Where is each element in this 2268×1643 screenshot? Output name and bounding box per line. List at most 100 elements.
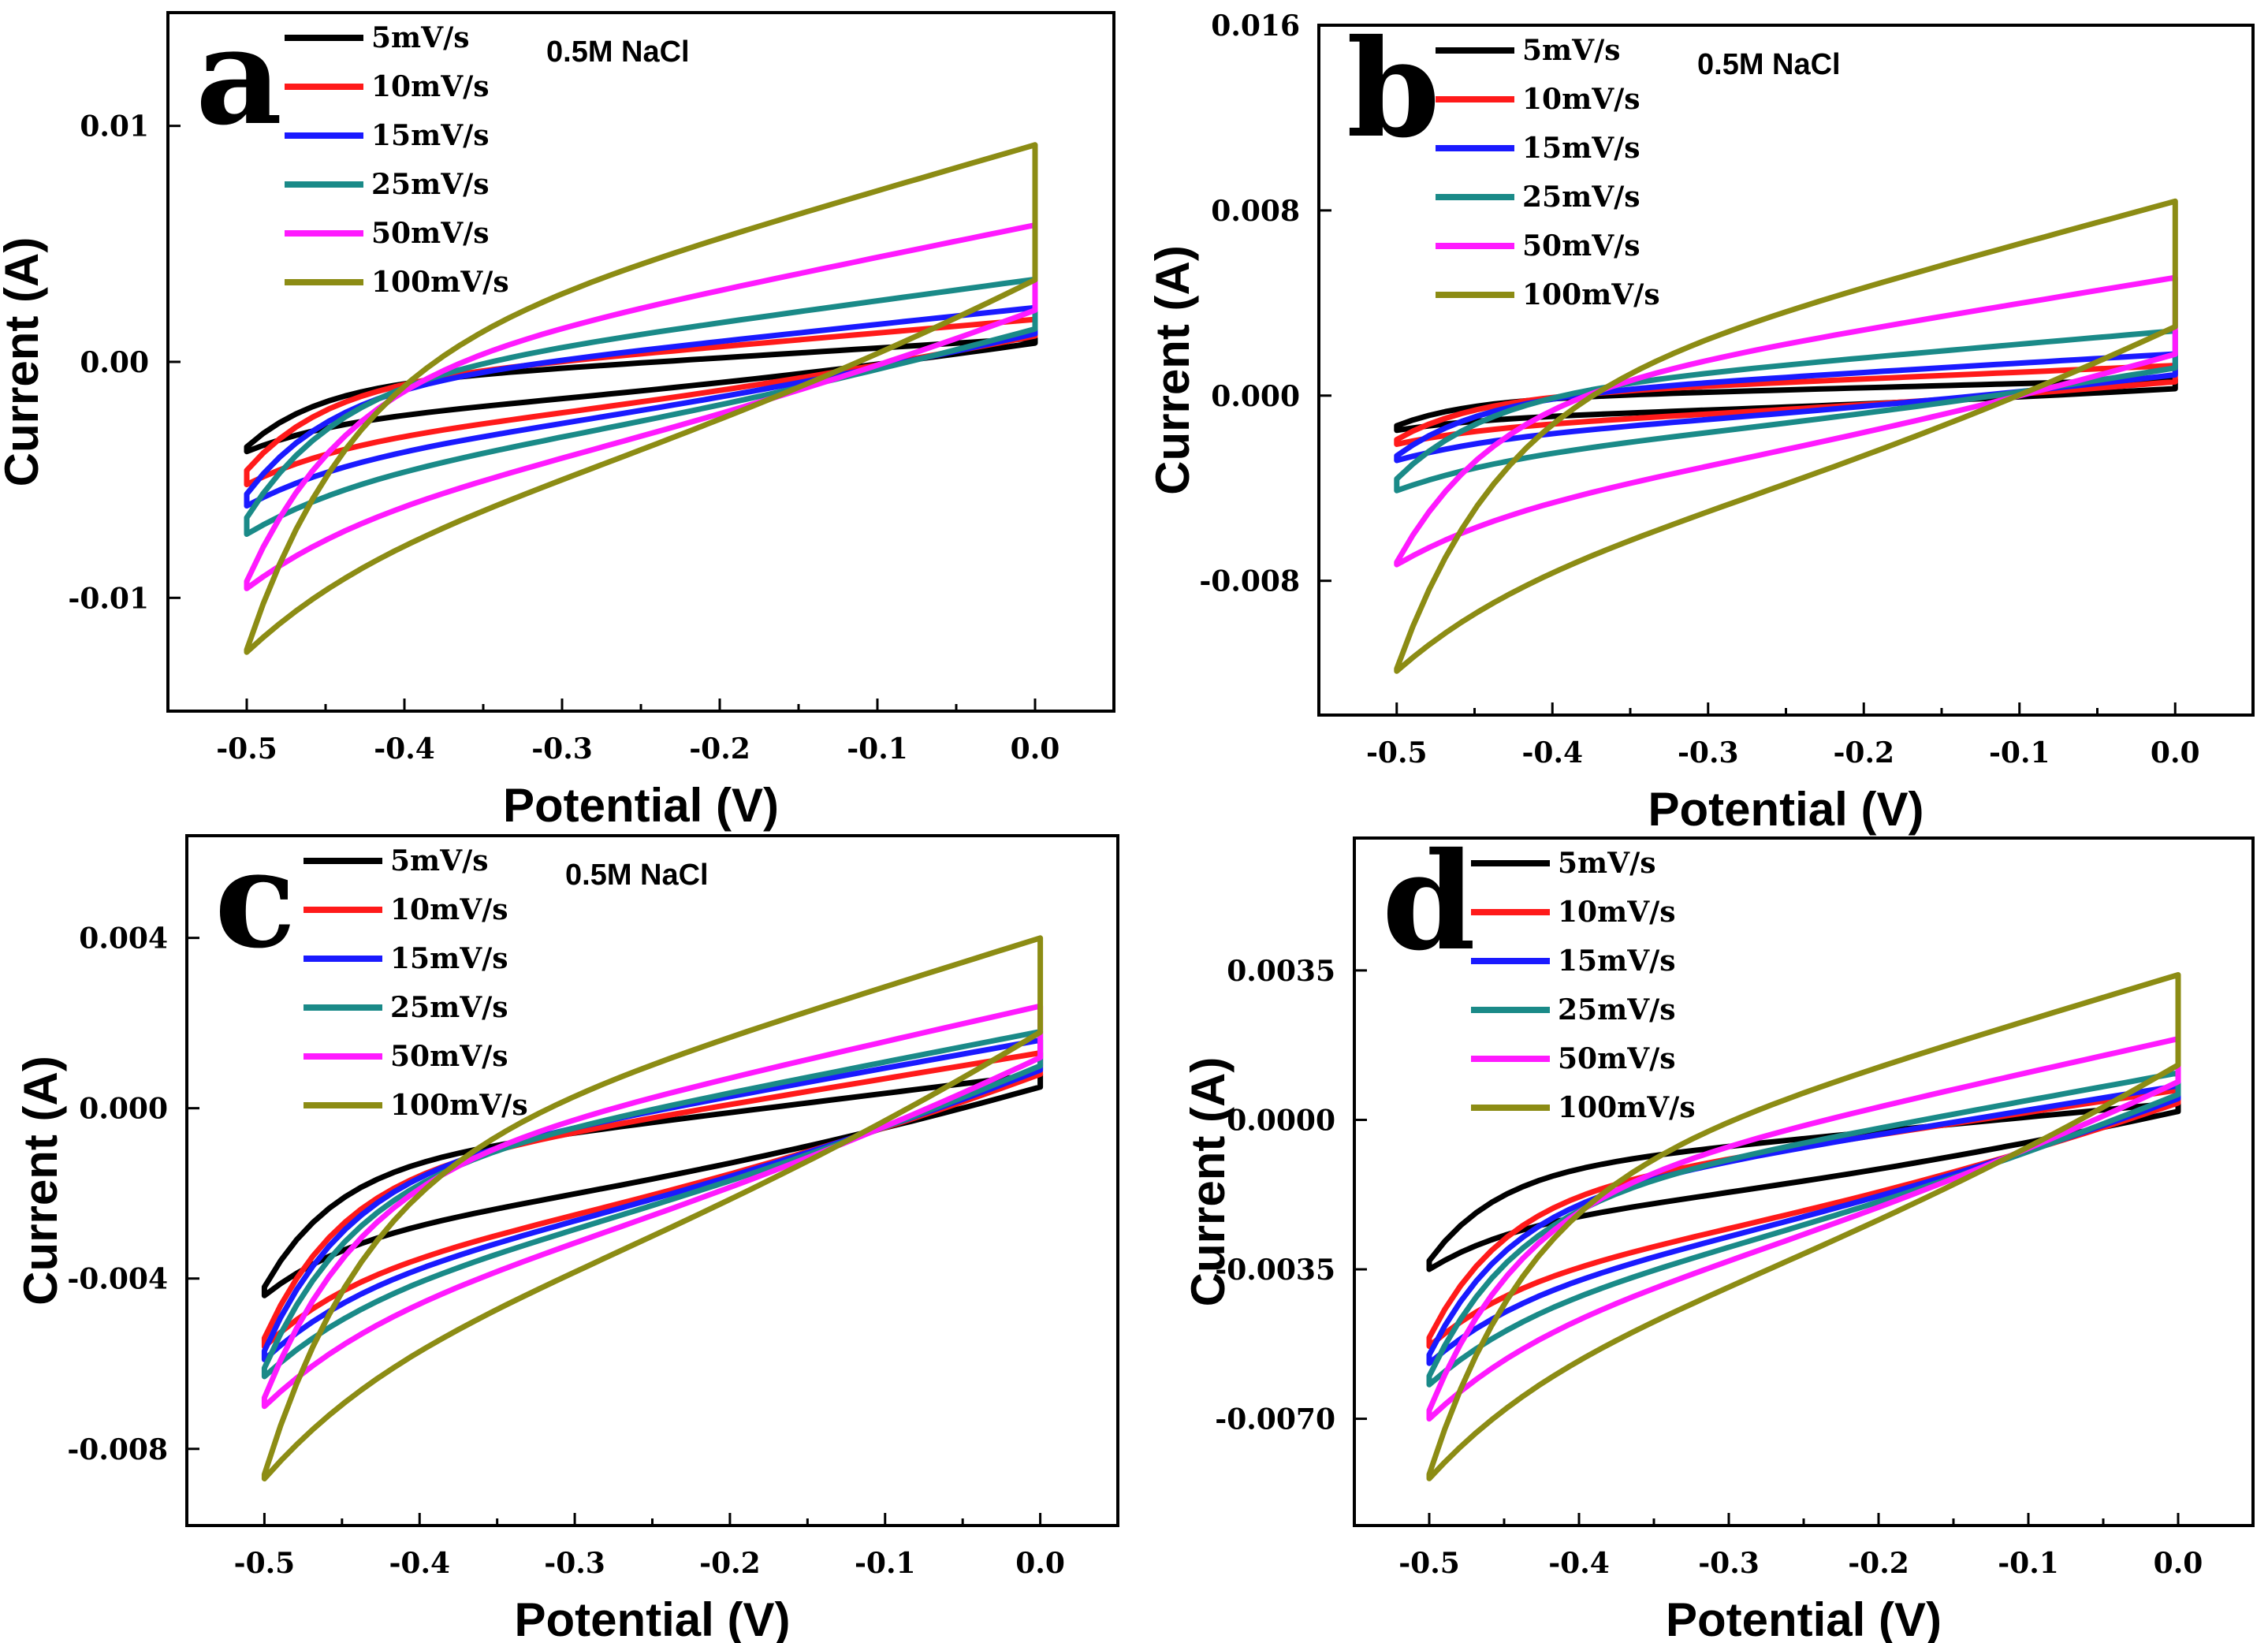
series-5mv-s-loop — [1426, 1100, 2181, 1272]
series-50mv-s-loop — [1394, 274, 2178, 568]
legend-label: 100mV/s — [371, 266, 509, 299]
x-tick-label: -0.4 — [389, 1547, 450, 1580]
x-tick-label: -0.5 — [1398, 1547, 1460, 1580]
y-tick-label: 0.01 — [80, 110, 149, 143]
legend-label: 25mV/s — [390, 991, 508, 1024]
legend-label: 50mV/s — [1558, 1042, 1676, 1075]
legend-label: 15mV/s — [1522, 132, 1640, 165]
x-tick-label: -0.5 — [216, 732, 277, 766]
panel-d: -0.5 -0.4 -0.3 -0.2 -0.1 0.0 -0.0070 -0.0035 0.0… — [1182, 823, 2255, 1643]
x-tick-label: 0.0 — [1011, 732, 1060, 766]
x-tick-label: -0.1 — [1989, 736, 2050, 769]
x-tick-label: -0.3 — [1698, 1547, 1760, 1580]
panel-a: -0.5 -0.4 -0.3 -0.2 -0.1 0.0 -0.01 0.00 0.01 Pote… — [0, 0, 1115, 832]
x-tick-label: -0.3 — [544, 1547, 605, 1580]
x-tick-label: -0.4 — [1548, 1547, 1610, 1580]
x-tick-label: -0.2 — [1848, 1547, 1909, 1580]
y-tick-label: 0.0000 — [1227, 1104, 1335, 1137]
electrolyte-annotation: 0.5M NaCl — [1697, 48, 1841, 81]
y-tick-label: -0.01 — [68, 582, 149, 615]
legend-label: 5mV/s — [1558, 847, 1656, 880]
legend-label: 100mV/s — [390, 1089, 528, 1122]
panel-letter: d — [1382, 823, 1476, 981]
x-axis-title: Potential (V) — [503, 779, 779, 832]
series-100mv-s-loop — [1394, 198, 2178, 674]
x-tick-label: -0.2 — [1833, 736, 1894, 769]
legend-label: 15mV/s — [371, 119, 490, 152]
x-tick-label: -0.1 — [1998, 1547, 2059, 1580]
legend-label: 50mV/s — [390, 1040, 508, 1073]
y-tick-label: -0.004 — [67, 1263, 168, 1296]
y-tick-label: 0.0035 — [1227, 955, 1335, 988]
series-15mv-s-loop — [1394, 351, 2178, 464]
legend-label: 5mV/s — [1522, 34, 1621, 67]
series-50mv-s-loop — [261, 1003, 1044, 1410]
x-tick-label: 0.0 — [2154, 1547, 2203, 1580]
y-tick-label: 0.004 — [79, 922, 168, 956]
legend-label: 15mV/s — [390, 942, 508, 975]
series-10mv-s-loop — [1426, 1087, 2181, 1349]
y-tick-label: 0.00 — [80, 346, 149, 379]
x-tick-label: -0.1 — [855, 1547, 916, 1580]
legend-label: 25mV/s — [1522, 181, 1640, 214]
series-50mv-s-loop — [244, 222, 1038, 591]
x-axis-title: Potential (V) — [1666, 1593, 1942, 1643]
legend-label: 25mV/s — [371, 168, 490, 201]
x-tick-label: -0.2 — [689, 732, 750, 766]
y-tick-label: -0.0035 — [1215, 1254, 1335, 1287]
legend-label: 15mV/s — [1558, 944, 1676, 978]
y-tick-label: 0.008 — [1211, 195, 1300, 228]
x-tick-label: -0.2 — [699, 1547, 761, 1580]
panel-letter: c — [214, 821, 296, 978]
series-100mv-s-loop — [261, 935, 1044, 1482]
electrolyte-annotation: 0.5M NaCl — [565, 859, 709, 892]
x-tick-label: 0.0 — [1015, 1547, 1065, 1580]
series-25mv-s-loop — [244, 276, 1038, 537]
panel-c: -0.5 -0.4 -0.3 -0.2 -0.1 0.0 -0.008 -0.004 0.000… — [14, 821, 1119, 1643]
legend-label: 10mV/s — [1558, 896, 1676, 929]
panel-letter: b — [1346, 10, 1440, 168]
series-100mv-s-loop — [244, 142, 1038, 655]
x-tick-label: -0.5 — [1366, 736, 1428, 769]
panel-b: -0.5 -0.4 -0.3 -0.2 -0.1 0.0 -0.008 0.000 0.008 0… — [1146, 9, 2255, 836]
legend-label: 5mV/s — [390, 844, 489, 877]
x-tick-label: 0.0 — [2151, 736, 2200, 769]
legend-label: 5mV/s — [371, 21, 470, 54]
y-axis-title: Current (A) — [1146, 245, 1199, 495]
x-axis-title: Potential (V) — [1648, 783, 1924, 836]
y-tick-label: 0.000 — [1211, 380, 1300, 413]
x-tick-label: -0.3 — [531, 732, 593, 766]
legend-label: 100mV/s — [1522, 278, 1660, 311]
x-axis-title: Potential (V) — [514, 1593, 790, 1643]
series-5mv-s-loop — [244, 335, 1038, 455]
legend-label: 25mV/s — [1558, 993, 1676, 1026]
x-tick-label: -0.4 — [1521, 736, 1583, 769]
x-tick-label: -0.4 — [374, 732, 435, 766]
y-tick-label: -0.0070 — [1215, 1403, 1335, 1436]
y-tick-label: -0.008 — [1199, 565, 1300, 598]
legend-label: 50mV/s — [371, 217, 490, 250]
series-50mv-s-loop — [1426, 1036, 2181, 1422]
legend-label: 10mV/s — [371, 70, 490, 103]
series-25mv-s-loop — [1394, 328, 2178, 494]
series-15mv-s-loop — [244, 304, 1038, 509]
legend-label: 50mV/s — [1522, 229, 1640, 263]
legend-label: 100mV/s — [1558, 1091, 1696, 1124]
series-100mv-s-loop — [1426, 972, 2181, 1481]
panel-letter: a — [196, 0, 282, 155]
legend-label: 10mV/s — [1522, 83, 1640, 116]
y-tick-label: 0.000 — [79, 1093, 168, 1126]
x-tick-label: -0.1 — [847, 732, 908, 766]
series-25mv-s-loop — [1426, 1070, 2181, 1388]
y-axis-title: Current (A) — [14, 1056, 67, 1306]
x-tick-label: -0.5 — [234, 1547, 296, 1580]
legend-label: 10mV/s — [390, 893, 508, 926]
electrolyte-annotation: 0.5M NaCl — [546, 35, 690, 69]
series-5mv-s-loop — [1394, 376, 2178, 434]
x-tick-label: -0.3 — [1678, 736, 1739, 769]
y-axis-title: Current (A) — [1182, 1057, 1235, 1307]
y-tick-label: -0.008 — [67, 1433, 168, 1466]
y-axis-title: Current (A) — [0, 237, 48, 487]
series-25mv-s-loop — [261, 1029, 1044, 1380]
